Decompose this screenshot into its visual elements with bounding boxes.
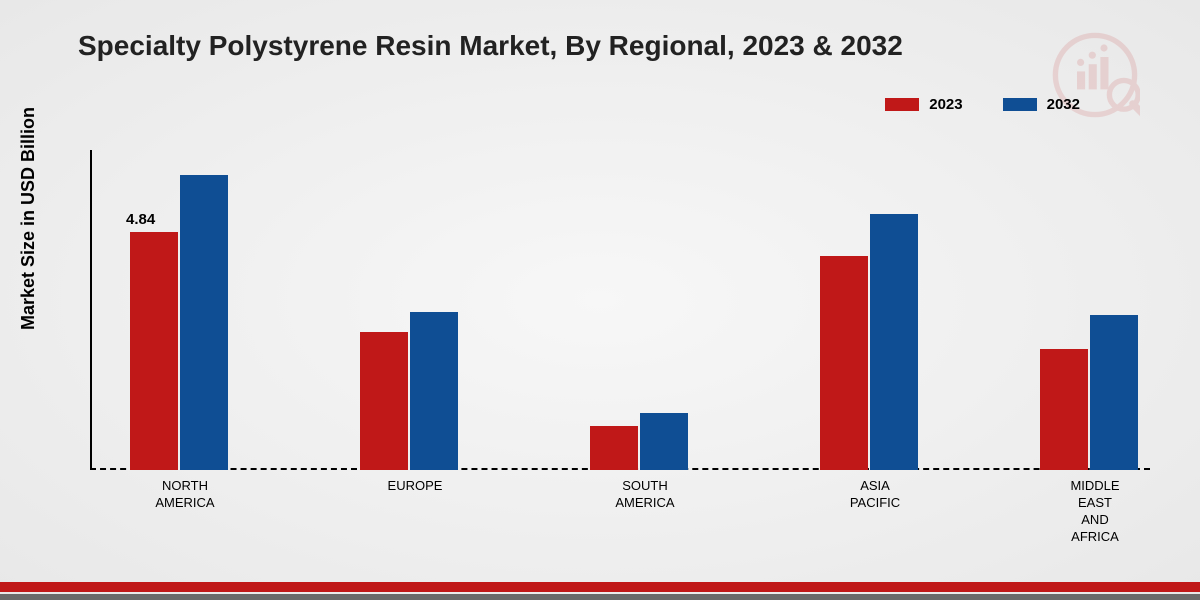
y-axis-label: Market Size in USD Billion <box>18 107 39 330</box>
footer-red-bar <box>0 582 1200 592</box>
bar-group-ap: ASIAPACIFIC <box>810 150 940 470</box>
bar-2023-eu <box>360 332 408 470</box>
legend-label-2023: 2023 <box>929 96 962 113</box>
bar-2032-ap <box>870 214 918 470</box>
legend-swatch-2023 <box>885 98 919 111</box>
chart-title: Specialty Polystyrene Resin Market, By R… <box>78 30 903 62</box>
legend-label-2032: 2032 <box>1047 96 1080 113</box>
bar-2023-mea <box>1040 349 1088 470</box>
legend-item-2032: 2032 <box>1003 96 1080 113</box>
y-axis-line <box>90 150 92 470</box>
bar-2023-sa <box>590 426 638 470</box>
bar-2023-na <box>130 232 178 470</box>
bar-2023-ap <box>820 256 868 470</box>
legend-swatch-2032 <box>1003 98 1037 111</box>
bar-2032-sa <box>640 413 688 470</box>
bar-group-sa: SOUTHAMERICA <box>580 150 710 470</box>
footer-gray-bar <box>0 594 1200 600</box>
value-label-na: 4.84 <box>126 211 155 228</box>
bar-2032-mea <box>1090 315 1138 470</box>
x-label-ap: ASIAPACIFIC <box>800 478 950 512</box>
chart-area: 4.84NORTHAMERICA EUROPE SOUTHAMERICA ASIAPA… <box>90 150 1150 470</box>
bar-group-na: 4.84NORTHAMERICA <box>120 150 250 470</box>
x-label-eu: EUROPE <box>340 478 490 495</box>
bar-group-eu: EUROPE <box>350 150 480 470</box>
legend-item-2023: 2023 <box>885 96 962 113</box>
legend: 2023 2032 <box>885 96 1080 113</box>
x-label-sa: SOUTHAMERICA <box>570 478 720 512</box>
bar-2032-eu <box>410 312 458 470</box>
bar-2032-na <box>180 175 228 470</box>
bar-group-mea: MIDDLEEASTANDAFRICA <box>1030 150 1160 470</box>
x-label-na: NORTHAMERICA <box>110 478 260 512</box>
x-label-mea: MIDDLEEASTANDAFRICA <box>1020 478 1170 546</box>
